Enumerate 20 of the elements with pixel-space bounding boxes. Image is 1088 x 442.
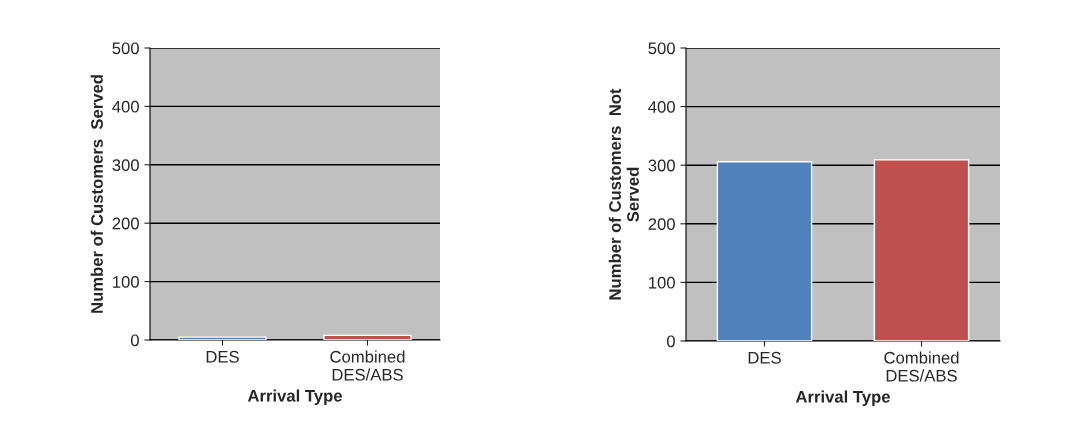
y-tick-label: 500 [648, 42, 675, 55]
y-axis-title: Number of Customers Not Served [608, 88, 639, 300]
y-tick-label: 300 [648, 159, 675, 172]
y-tick-label: 400 [112, 100, 139, 113]
y-tick-label: 200 [648, 218, 675, 230]
x-tick-label: DES [748, 351, 781, 364]
y-tick-label: 400 [648, 101, 675, 113]
x-axis-title: Arrival Type [247, 389, 342, 405]
y-tick-label: 100 [649, 276, 675, 289]
x-tick-label: Combined DES/ABS [884, 351, 959, 382]
x-tick-label: DES [206, 350, 239, 363]
y-tick-label: 0 [130, 334, 139, 347]
y-tick-label: 500 [112, 42, 139, 55]
y-tick-label: 100 [113, 276, 139, 288]
y-tick-label: 0 [666, 335, 675, 348]
y-tick-label: 200 [112, 217, 139, 230]
x-tick-label: Combined DES/ABS [330, 350, 405, 381]
y-axis-title: Number of Customers Served [90, 75, 103, 313]
y-tick-label: 300 [112, 159, 139, 171]
x-axis-title: Arrival Type [795, 390, 890, 406]
